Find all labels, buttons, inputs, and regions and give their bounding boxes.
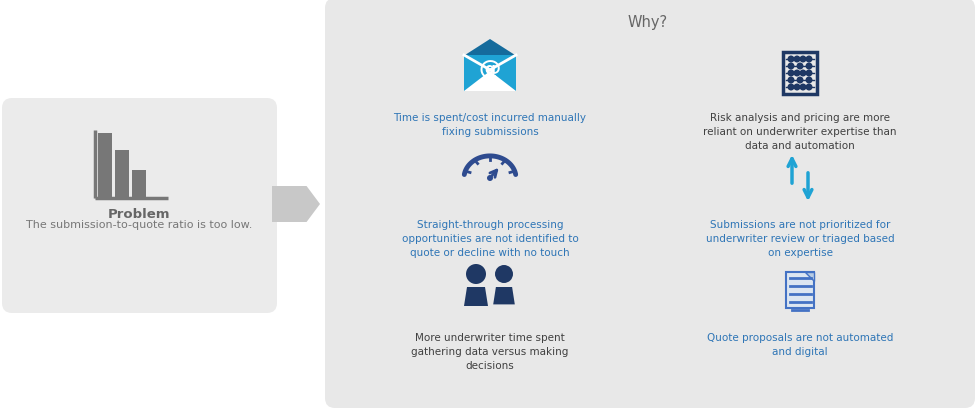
Circle shape xyxy=(805,69,812,77)
Text: Risk analysis and pricing are more
reliant on underwriter expertise than
data an: Risk analysis and pricing are more relia… xyxy=(703,113,897,151)
Polygon shape xyxy=(805,272,814,281)
Polygon shape xyxy=(464,287,488,306)
Bar xyxy=(98,133,112,198)
Circle shape xyxy=(466,264,486,284)
Text: The submission-to-quote ratio is too low.: The submission-to-quote ratio is too low… xyxy=(25,220,253,230)
Circle shape xyxy=(788,84,795,91)
Circle shape xyxy=(794,69,800,77)
Circle shape xyxy=(805,55,812,62)
Circle shape xyxy=(487,175,493,181)
Circle shape xyxy=(797,62,803,69)
Circle shape xyxy=(805,62,812,69)
Circle shape xyxy=(800,55,806,62)
Text: Straight-through processing
opportunities are not identified to
quote or decline: Straight-through processing opportunitie… xyxy=(402,220,578,258)
Bar xyxy=(115,150,129,198)
FancyBboxPatch shape xyxy=(325,0,975,408)
Polygon shape xyxy=(272,186,320,222)
Circle shape xyxy=(794,55,800,62)
Text: Why?: Why? xyxy=(628,15,668,30)
Polygon shape xyxy=(465,39,515,55)
Polygon shape xyxy=(493,287,515,304)
Circle shape xyxy=(800,84,806,91)
Text: @: @ xyxy=(479,59,501,79)
FancyBboxPatch shape xyxy=(786,272,814,308)
Bar xyxy=(132,170,146,198)
Text: Time is spent/cost incurred manually
fixing submissions: Time is spent/cost incurred manually fix… xyxy=(394,113,587,137)
Circle shape xyxy=(788,69,795,77)
Circle shape xyxy=(800,69,806,77)
Circle shape xyxy=(797,77,803,84)
Circle shape xyxy=(788,55,795,62)
FancyBboxPatch shape xyxy=(2,98,277,313)
Circle shape xyxy=(788,77,795,84)
Text: Problem: Problem xyxy=(108,208,171,221)
Circle shape xyxy=(805,84,812,91)
Circle shape xyxy=(805,77,812,84)
Text: More underwriter time spent
gathering data versus making
decisions: More underwriter time spent gathering da… xyxy=(411,333,568,371)
Circle shape xyxy=(495,265,513,283)
Polygon shape xyxy=(464,71,516,91)
Text: Submissions are not prioritized for
underwriter review or triaged based
on exper: Submissions are not prioritized for unde… xyxy=(706,220,894,258)
Circle shape xyxy=(788,62,795,69)
Text: Quote proposals are not automated
and digital: Quote proposals are not automated and di… xyxy=(707,333,893,357)
FancyBboxPatch shape xyxy=(464,55,516,91)
Circle shape xyxy=(794,84,800,91)
